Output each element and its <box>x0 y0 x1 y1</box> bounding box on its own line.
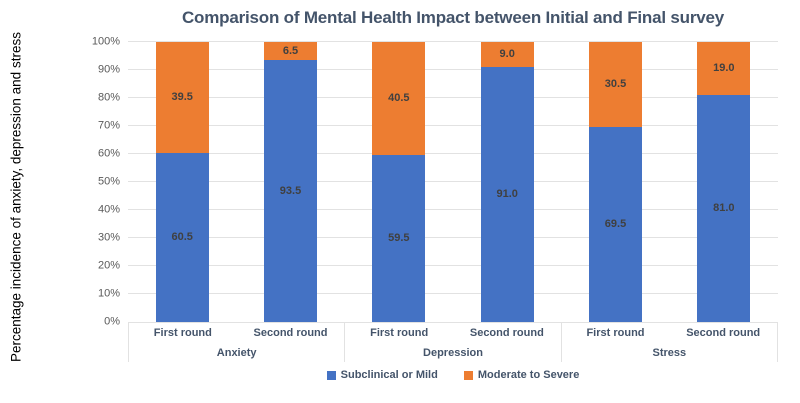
bar-value-label: 91.0 <box>496 188 518 201</box>
bar-value-label: 6.5 <box>282 44 299 57</box>
y-tick-label: 50% <box>97 175 120 188</box>
bar-segment: 93.5 <box>264 60 318 322</box>
x-category-row: First round Second round <box>562 322 777 343</box>
legend-swatch-icon <box>326 370 336 380</box>
bar-slot: 60.5 39.5 <box>128 42 236 322</box>
legend-label: Subclinical or Mild <box>340 369 438 381</box>
y-tick-label: 30% <box>97 231 120 244</box>
y-axis-ticks: 0% 10% 20% 30% 40% 50% 60% 70% 80% 90% 100% <box>55 36 120 327</box>
bar-value-label: 81.0 <box>713 202 735 215</box>
x-category-row: First round Second round <box>129 322 344 343</box>
y-tick-label: 0% <box>104 315 120 328</box>
x-category-label: Second round <box>253 327 328 339</box>
bar-value-label: 69.5 <box>604 218 627 231</box>
gridline <box>128 293 778 294</box>
gridline <box>128 181 778 182</box>
x-category-label: First round <box>586 327 645 339</box>
stacked-bar: 69.5 30.5 <box>589 42 643 322</box>
y-tick-label: 10% <box>97 287 120 300</box>
bar-value-label: 39.5 <box>171 90 193 103</box>
x-category-row: First round Second round <box>345 322 560 343</box>
bar-group-stress: 69.5 30.5 81.0 19.0 <box>561 42 778 322</box>
bar-segment: 9.0 <box>480 42 534 68</box>
bar-slot: 91.0 9.0 <box>453 42 561 322</box>
bar-segment: 81.0 <box>697 95 751 322</box>
x-category-label: Second round <box>686 327 761 339</box>
x-group-depression: First round Second round Depression <box>345 322 562 362</box>
gridline <box>128 153 778 154</box>
y-tick-label: 40% <box>97 203 120 216</box>
x-axis: First round Second round Anxiety First roun… <box>128 322 778 362</box>
legend-item: Moderate to Severe <box>463 369 580 381</box>
bar-segment: 6.5 <box>264 42 318 61</box>
legend-item: Subclinical or Mild <box>326 369 438 381</box>
x-category-label: Second round <box>469 327 544 339</box>
bar-value-label: 9.0 <box>499 48 515 61</box>
x-group-label: Stress <box>652 347 687 359</box>
y-axis-title: Percentage incidence of anxiety, depress… <box>8 32 24 363</box>
bar-slot: 93.5 6.5 <box>236 42 344 322</box>
legend: Subclinical or Mild Moderate to Severe <box>128 369 778 381</box>
bar-value-label: 59.5 <box>388 232 410 245</box>
bar-segment: 19.0 <box>697 42 751 96</box>
bar-value-label: 60.5 <box>171 230 193 243</box>
stacked-bar: 59.5 40.5 <box>372 42 426 322</box>
bar-group-depression: 59.5 40.5 91.0 9.0 <box>345 42 562 322</box>
gridline <box>128 69 778 70</box>
gridline <box>128 97 778 98</box>
gridline <box>128 265 778 266</box>
y-tick-label: 70% <box>97 119 120 132</box>
bar-value-label: 19.0 <box>713 62 735 75</box>
y-tick-label: 60% <box>97 147 120 160</box>
y-tick-label: 80% <box>97 91 120 104</box>
bar-segment: 30.5 <box>589 42 643 128</box>
bar-slot: 69.5 30.5 <box>561 42 669 322</box>
stacked-bar: 81.0 19.0 <box>697 42 751 322</box>
bar-group-anxiety: 60.5 39.5 93.5 6.5 <box>128 42 345 322</box>
bar-segment: 91.0 <box>480 67 534 322</box>
stacked-bar: 60.5 39.5 <box>155 42 209 322</box>
legend-swatch-icon <box>463 370 473 380</box>
stacked-bar: 91.0 9.0 <box>480 42 534 322</box>
bar-value-label: 30.5 <box>604 78 627 91</box>
gridline <box>128 209 778 210</box>
plot-area: 60.5 39.5 93.5 6.5 59.5 40.5 91.0 9.0 69.5 30.5 81… <box>128 41 778 323</box>
x-axis-line <box>128 322 778 323</box>
bar-slot: 81.0 19.0 <box>670 42 778 322</box>
bar-segment: 40.5 <box>372 42 426 156</box>
x-group-anxiety: First round Second round Anxiety <box>129 322 346 362</box>
bar-segment: 60.5 <box>155 152 209 322</box>
y-tick-label: 20% <box>97 259 120 272</box>
gridline <box>128 41 778 42</box>
x-group-stress: First round Second round Stress <box>562 322 778 362</box>
bar-segment: 69.5 <box>589 127 643 322</box>
x-group-label: Anxiety <box>216 347 257 359</box>
chart-title: Comparison of Mental Health Impact betwe… <box>181 8 725 27</box>
y-tick-label: 100% <box>91 35 120 48</box>
x-category-label: First round <box>153 327 212 339</box>
gridline <box>128 125 778 126</box>
x-group-label: Depression <box>423 347 483 359</box>
legend-label: Moderate to Severe <box>477 369 580 381</box>
stacked-bar: 93.5 6.5 <box>264 42 318 322</box>
bar-value-label: 93.5 <box>279 184 302 197</box>
y-tick-label: 90% <box>97 63 120 76</box>
x-category-label: First round <box>370 327 429 339</box>
bar-segment: 59.5 <box>372 155 426 322</box>
bar-value-label: 40.5 <box>388 92 410 105</box>
bar-groups: 60.5 39.5 93.5 6.5 59.5 40.5 91.0 9.0 69.5 30.5 81… <box>128 42 778 322</box>
gridline <box>128 237 778 238</box>
bar-slot: 59.5 40.5 <box>345 42 453 322</box>
bar-segment: 39.5 <box>155 42 209 153</box>
